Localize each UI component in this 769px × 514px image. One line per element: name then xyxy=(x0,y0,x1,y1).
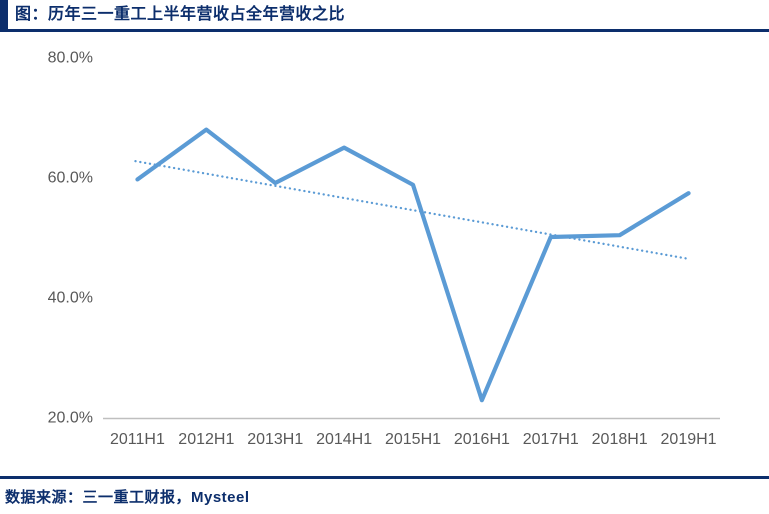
x-tick-label: 2019H1 xyxy=(661,431,717,448)
footer-divider xyxy=(0,476,769,479)
y-tick-label: 20.0% xyxy=(48,410,93,427)
title-accent-bar xyxy=(0,0,8,29)
x-tick-label: 2014H1 xyxy=(316,431,372,448)
figure-header: 图：历年三一重工上半年营收占全年营收之比 xyxy=(0,0,769,29)
y-tick-label: 40.0% xyxy=(48,290,93,307)
x-tick-label: 2015H1 xyxy=(385,431,441,448)
title-divider xyxy=(0,29,769,32)
y-tick-label: 60.0% xyxy=(48,170,93,187)
revenue-share-line xyxy=(135,127,691,403)
y-tick-label: 80.0% xyxy=(48,50,93,67)
x-tick-label: 2013H1 xyxy=(247,431,303,448)
x-tick-label: 2011H1 xyxy=(110,431,165,448)
x-tick-label: 2018H1 xyxy=(592,431,648,448)
x-tick-label: 2016H1 xyxy=(454,431,510,448)
figure-title: 图：历年三一重工上半年营收占全年营收之比 xyxy=(15,6,346,23)
x-tick-label: 2012H1 xyxy=(178,431,234,448)
data-source: 数据来源：三一重工财报，Mysteel xyxy=(5,489,250,506)
x-tick-label: 2017H1 xyxy=(523,431,579,448)
trend-line xyxy=(134,160,690,260)
